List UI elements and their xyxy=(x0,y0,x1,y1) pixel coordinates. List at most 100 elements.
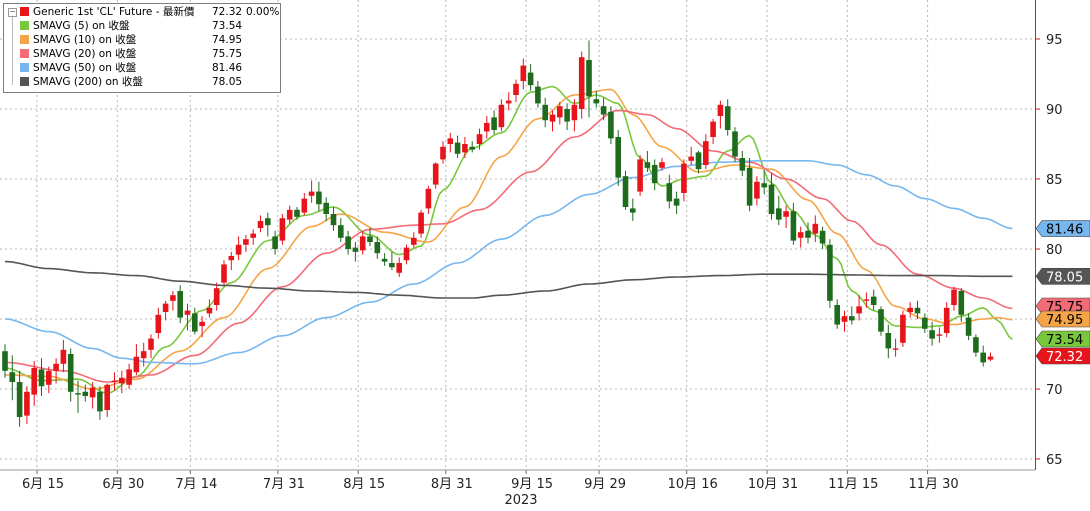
candle-body xyxy=(418,212,424,234)
candle xyxy=(374,236,381,259)
candle-body xyxy=(790,211,797,241)
candle-body xyxy=(170,295,176,301)
collapse-icon[interactable]: − xyxy=(8,7,17,17)
candle-body xyxy=(440,146,446,160)
candle xyxy=(754,176,760,206)
candle xyxy=(578,51,585,119)
tag-label: 78.05 xyxy=(1046,270,1083,285)
candle-body xyxy=(396,263,402,273)
candle xyxy=(885,324,892,359)
candle-body xyxy=(768,184,775,214)
candle xyxy=(221,260,227,286)
candle xyxy=(980,345,986,367)
candle xyxy=(235,236,242,261)
candle-body xyxy=(155,314,162,333)
candle-body xyxy=(717,104,724,116)
candle xyxy=(67,348,74,402)
candle-body xyxy=(856,306,862,314)
candle-body xyxy=(958,291,965,315)
candle xyxy=(907,302,913,318)
candle xyxy=(396,257,402,277)
legend-name-price: Generic 1st 'CL' Future - 最新價 xyxy=(33,6,195,18)
x-tick-label: 10月 16 xyxy=(668,477,718,492)
candle xyxy=(250,229,256,245)
candle-body xyxy=(965,317,972,336)
candle xyxy=(827,239,833,308)
x-tick-label: 6月 15 xyxy=(22,477,64,492)
legend-entry-sma50: SMAVG (50) on 收盤 81.46 xyxy=(4,61,280,75)
candle xyxy=(206,299,213,318)
candle-body xyxy=(316,191,322,205)
candle-body xyxy=(16,382,23,417)
tag-shape xyxy=(1035,330,1090,348)
candle-body xyxy=(505,100,512,104)
candle xyxy=(710,118,716,144)
candle xyxy=(367,228,373,247)
candle xyxy=(104,383,110,417)
candle-body xyxy=(330,214,337,226)
candle-body xyxy=(695,152,702,170)
candle-body xyxy=(542,104,548,121)
candle-body xyxy=(104,384,110,410)
legend-name-sma50: SMAVG (50) on 收盤 xyxy=(33,62,137,74)
candle-body xyxy=(279,218,286,241)
candle-body xyxy=(615,137,621,178)
candle-body xyxy=(703,141,709,165)
legend-entry-sma10: SMAVG (10) on 收盤 74.95 xyxy=(4,33,280,47)
series-line-2 xyxy=(4,109,1013,383)
candle xyxy=(46,366,52,394)
candle xyxy=(301,193,308,216)
candle-body xyxy=(943,307,950,333)
candle-body xyxy=(462,144,468,153)
candle-body xyxy=(184,310,191,315)
x-tick-label: 6月 30 xyxy=(102,477,144,492)
candle-body xyxy=(359,236,366,251)
candle xyxy=(170,291,176,311)
candle xyxy=(615,130,621,186)
candle-body xyxy=(834,305,840,325)
candle-body xyxy=(732,131,738,157)
candle-body xyxy=(659,162,665,168)
series-line-1 xyxy=(5,88,1013,390)
candle xyxy=(681,159,687,202)
candle xyxy=(739,151,746,177)
tag-shape xyxy=(1035,310,1090,328)
tag-label: 74.95 xyxy=(1046,313,1083,328)
candle-body xyxy=(878,309,884,332)
candle xyxy=(557,102,563,125)
candle-body xyxy=(177,291,183,318)
candle xyxy=(870,289,877,311)
candle-body xyxy=(819,230,826,244)
candle xyxy=(323,197,329,221)
candle xyxy=(900,310,906,347)
legend-entry-sma200: SMAVG (200) on 收盤 78.05 xyxy=(4,75,280,89)
tag-label: 81.46 xyxy=(1046,223,1083,238)
candle xyxy=(797,226,804,248)
candle xyxy=(608,106,614,144)
candle-body xyxy=(827,244,833,301)
candle xyxy=(951,286,957,311)
candle-body xyxy=(608,111,614,139)
candle-body xyxy=(513,83,519,95)
candle xyxy=(2,344,8,378)
candle xyxy=(637,155,643,196)
candle-body xyxy=(754,181,760,199)
candle-body xyxy=(286,209,293,220)
candle xyxy=(16,370,23,427)
candle xyxy=(243,235,249,252)
candle xyxy=(805,222,811,244)
candle xyxy=(97,386,103,420)
candle xyxy=(936,327,943,343)
candle xyxy=(790,202,797,245)
candle-body xyxy=(126,369,132,385)
tag-sma200: 78.05 xyxy=(1035,268,1090,285)
series-line-4 xyxy=(4,260,1013,299)
candle xyxy=(630,198,636,221)
y-tick-label: 95 xyxy=(1046,33,1063,48)
candle-body xyxy=(520,65,527,81)
candle-body xyxy=(724,106,731,130)
candle xyxy=(294,207,300,220)
candle-body xyxy=(936,334,943,336)
candle-body xyxy=(980,352,986,363)
candle-body xyxy=(389,263,395,268)
